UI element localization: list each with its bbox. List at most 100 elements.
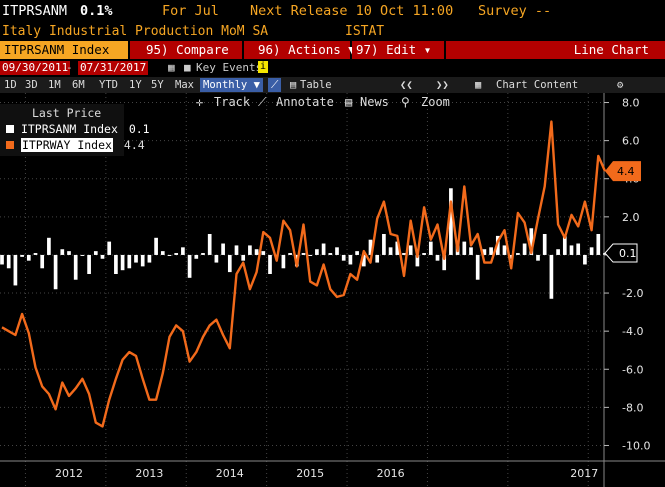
bar — [435, 254, 440, 261]
bar — [207, 233, 212, 255]
period-5y[interactable]: 5Y — [151, 79, 164, 91]
bar — [181, 247, 185, 255]
subheader-bar: Italy Industrial Production MoM SA ISTAT — [0, 22, 665, 40]
bar — [154, 237, 158, 255]
bar — [462, 241, 467, 255]
bar — [40, 254, 45, 269]
news-button[interactable]: News — [360, 95, 389, 109]
x-axis-ticks: 2012 2013 2014 2015 2016 2017 — [55, 467, 598, 480]
bar — [120, 254, 125, 271]
track-button[interactable]: Track — [214, 95, 251, 109]
security-description: Italy Industrial Production MoM SA — [2, 24, 269, 39]
survey-label: Survey -- — [478, 3, 552, 19]
bar — [603, 253, 607, 255]
period-1y[interactable]: 1Y — [129, 79, 142, 91]
bar — [482, 249, 487, 255]
bar — [100, 254, 105, 259]
chart-area[interactable]: 8.06.04.02.0-2.0-4.0-6.0-8.0-10.0 201220… — [0, 93, 665, 487]
bar — [73, 254, 78, 280]
gear-icon[interactable]: ⚙ — [617, 79, 624, 91]
scroll-right-icon[interactable]: ❯❯ — [436, 79, 449, 91]
period-6m[interactable]: 6M — [72, 79, 85, 91]
bar — [268, 254, 272, 274]
annotate-button[interactable]: Annotate — [276, 95, 334, 109]
annotate-icon[interactable]: ⟋ — [258, 95, 267, 109]
bar — [402, 253, 406, 255]
bar — [281, 254, 286, 269]
info-icon[interactable]: i — [258, 61, 268, 73]
bar — [348, 254, 353, 265]
track-icon[interactable]: ✛ — [196, 95, 204, 109]
bar — [134, 254, 138, 263]
line-chart-icon[interactable]: ⟋ — [268, 78, 282, 92]
bar — [516, 253, 520, 255]
table-button[interactable]: Table — [300, 79, 332, 91]
y-tick-label: -6.0 — [622, 363, 643, 376]
chart-type-label[interactable]: Line Chart — [446, 41, 665, 59]
chart-content-button[interactable]: Chart Content — [496, 79, 579, 91]
period-1m[interactable]: 1M — [48, 79, 61, 91]
bar — [26, 254, 31, 261]
bar — [422, 253, 426, 255]
y-tick-label: -8.0 — [622, 401, 643, 414]
calendar-icon[interactable]: ▦ — [168, 61, 175, 74]
legend-item[interactable]: ITPRWAY Index 4.4 — [6, 138, 145, 152]
bar — [107, 241, 112, 255]
bar — [241, 254, 246, 261]
news-icon[interactable]: ▤ — [345, 95, 353, 109]
bar — [395, 241, 400, 255]
period-3d[interactable]: 3D — [25, 79, 38, 91]
bar — [576, 243, 581, 255]
period-1d[interactable]: 1D — [4, 79, 17, 91]
index-field[interactable]: ITPRSANM Index — [0, 41, 128, 59]
legend: Last Price ITPRSANM Index 0.1 ITPRWAY In… — [0, 104, 150, 156]
bar — [301, 253, 306, 255]
bar — [60, 249, 65, 255]
table-icon[interactable]: ▤ — [290, 79, 297, 91]
y-axis-ticks: 8.06.04.02.0-2.0-4.0-6.0-8.0-10.0 — [604, 97, 650, 452]
bar — [382, 233, 386, 255]
start-date-field[interactable]: 09/30/2011 — [0, 61, 71, 75]
header-bar: ITPRSANM 0.1% For Jul Next Release 10 Oc… — [0, 0, 665, 22]
y-tick-label: -10.0 — [622, 439, 650, 452]
period-max[interactable]: Max — [175, 79, 194, 91]
series-line — [1, 120, 607, 428]
period-ytd[interactable]: YTD — [99, 79, 118, 91]
bar — [536, 254, 540, 261]
bar — [502, 245, 507, 255]
bar — [355, 251, 359, 255]
chart-content-icon[interactable]: ▦ — [475, 79, 482, 91]
bar — [221, 243, 225, 255]
legend-name: ITPRSANM Index — [20, 122, 118, 136]
x-tick-label: 2013 — [135, 467, 163, 480]
legend-item[interactable]: ITPRSANM Index 0.1 — [6, 122, 150, 136]
bar — [33, 253, 38, 255]
bar — [388, 247, 393, 255]
zoom-icon[interactable]: ⚲ — [401, 95, 410, 109]
edit-button[interactable]: 97) Edit ▾ — [352, 41, 444, 59]
compare-button[interactable]: 95) Compare — [130, 41, 242, 59]
bar — [214, 254, 219, 263]
y-tick-label: 8.0 — [622, 97, 640, 110]
bar-last-tag — [604, 243, 638, 263]
bar — [308, 254, 313, 256]
actions-button[interactable]: 96) Actions ▼ — [244, 41, 356, 59]
bar — [87, 254, 91, 274]
bar — [13, 254, 18, 286]
bar-series — [0, 188, 607, 299]
bar — [174, 253, 179, 255]
bar — [522, 243, 527, 255]
date-range-bar: 09/30/2011 - 07/31/2017 ▦ ■ Key Events i — [0, 61, 665, 76]
bar — [6, 254, 11, 269]
key-events-checkbox[interactable]: ■ — [184, 61, 191, 74]
bar — [167, 254, 172, 256]
end-date-field[interactable]: 07/31/2017 — [78, 61, 149, 75]
frequency-select[interactable]: Monthly ▼ — [200, 78, 263, 92]
scroll-left-icon[interactable]: ❮❮ — [400, 79, 413, 91]
bar — [341, 254, 346, 261]
legend-swatch-orange — [6, 141, 14, 149]
zoom-button[interactable]: Zoom — [421, 95, 450, 109]
bar — [261, 251, 266, 255]
bar — [428, 241, 433, 255]
y-tick-label: 2.0 — [622, 211, 640, 224]
